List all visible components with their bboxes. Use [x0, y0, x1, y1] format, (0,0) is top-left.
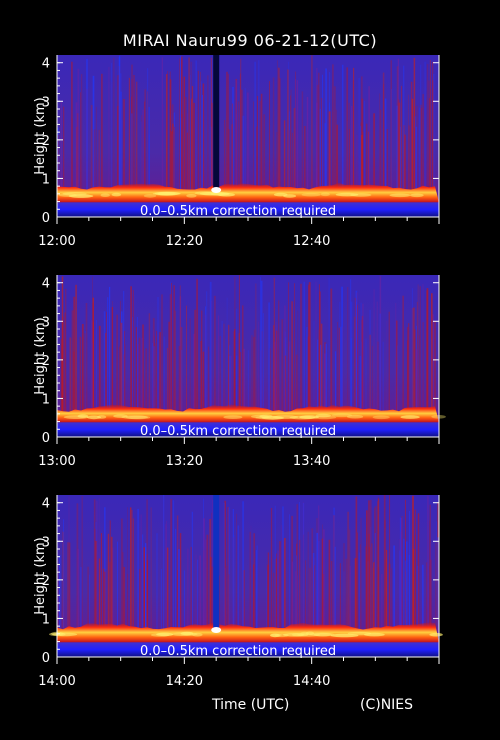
layer-highlight	[68, 194, 94, 198]
layer-highlight	[429, 632, 443, 637]
layer-highlight	[52, 632, 78, 637]
x-tick-label: 12:00	[38, 234, 75, 249]
y-tick-label: 2	[42, 574, 50, 589]
layer-highlight	[152, 191, 180, 196]
y-tick-label: 4	[42, 497, 50, 512]
x-tick-label: 14:40	[293, 674, 330, 689]
layer-highlight	[350, 193, 372, 197]
layer-highlight	[330, 633, 359, 638]
y-tick-label: 0	[42, 651, 50, 666]
x-tick-label: 12:20	[166, 234, 203, 249]
x-tick-label: 13:20	[166, 454, 203, 469]
layer-highlight	[87, 415, 101, 420]
data-gap-spot	[211, 627, 222, 633]
layer-highlight	[400, 415, 420, 419]
x-tick-label: 13:40	[293, 454, 330, 469]
x-tick-label: 14:00	[38, 674, 75, 689]
layer-highlight	[270, 633, 280, 638]
layer-highlight	[347, 414, 364, 419]
layer-highlight	[269, 633, 282, 637]
layer-highlight	[283, 633, 305, 637]
boundary-layer-band	[57, 622, 439, 643]
layer-highlight	[315, 413, 331, 418]
layer-highlight	[58, 193, 77, 197]
y-tick-label: 3	[42, 315, 50, 330]
layer-highlight	[143, 194, 157, 198]
y-tick-label: 4	[42, 57, 50, 72]
correction-annotation: 0.0–0.5km correction required	[140, 644, 336, 659]
layer-highlight	[156, 632, 174, 637]
layer-highlight	[63, 415, 89, 420]
layer-highlight	[180, 631, 194, 636]
layer-highlight	[410, 193, 424, 198]
chart-panel-1: 0 1 2 3 4 12:00 12:20 12:40 Height (km) 0.0–0.5km…	[33, 55, 440, 249]
boundary-layer-band	[57, 404, 439, 423]
layer-highlight	[301, 192, 321, 197]
layer-highlight	[100, 193, 110, 197]
data-gap-column	[213, 55, 220, 192]
x-tick-label: 14:20	[166, 674, 203, 689]
y-tick-label: 0	[42, 211, 50, 226]
layer-highlight	[261, 416, 285, 420]
y-tick-label: 3	[42, 535, 50, 550]
layer-highlight	[289, 415, 316, 420]
layer-highlight	[125, 415, 151, 420]
boundary-layer-band	[57, 182, 439, 203]
chart-panel-3: 0 1 2 3 4 14:00 14:20 14:40 Height (km) 0.0–0.5km…	[33, 495, 443, 689]
layer-highlight	[305, 631, 315, 636]
layer-highlight	[364, 632, 385, 637]
layer-highlights	[58, 191, 424, 198]
backscatter-streaks	[57, 495, 440, 630]
x-tick-label: 13:00	[38, 454, 75, 469]
layer-highlight	[192, 632, 203, 637]
y-tick-label: 1	[42, 612, 50, 627]
layer-highlight	[320, 192, 330, 197]
backscatter-streaks	[60, 275, 436, 412]
backscatter-streaks	[57, 55, 435, 190]
data-gap-spot	[211, 187, 222, 193]
correction-annotation: 0.0–0.5km correction required	[140, 424, 336, 439]
near-surface-band	[57, 642, 439, 657]
y-axis-label: Height (km)	[33, 537, 48, 614]
near-surface-band	[57, 422, 439, 437]
y-tick-label: 3	[42, 95, 50, 110]
layer-highlight	[157, 192, 176, 196]
layer-highlight	[186, 194, 197, 198]
page-title: MIRAI Nauru99 06-21-12(UTC)	[122, 31, 378, 50]
data-gap-column	[213, 495, 220, 632]
correction-annotation: 0.0–0.5km correction required	[140, 204, 336, 219]
y-tick-label: 0	[42, 431, 50, 446]
y-tick-label: 1	[42, 392, 50, 407]
layer-highlight	[111, 192, 122, 197]
y-tick-label: 1	[42, 172, 50, 187]
layer-highlight	[223, 415, 243, 420]
layer-highlight	[313, 632, 332, 637]
y-axis-label: Height (km)	[33, 317, 48, 394]
layer-highlight	[150, 633, 170, 637]
y-tick-label: 2	[42, 134, 50, 149]
layer-highlight	[331, 413, 353, 418]
layer-highlight	[217, 192, 235, 197]
near-surface-band	[57, 202, 439, 217]
layer-highlights	[63, 413, 446, 420]
y-tick-label: 2	[42, 354, 50, 369]
x-tick-label: 12:40	[293, 234, 330, 249]
layer-highlight	[121, 415, 149, 420]
chart-panel-2: 0 1 2 3 4 13:00 13:20 13:40 Height (km) 0.0–0.5km…	[33, 275, 446, 469]
layer-highlight	[113, 414, 128, 418]
layer-highlight	[372, 415, 390, 420]
layer-highlights	[49, 631, 443, 638]
credit-label: (C)NIES	[360, 697, 414, 713]
y-axis-label: Height (km)	[33, 97, 48, 174]
layer-highlight	[283, 194, 297, 198]
layer-highlight	[62, 192, 87, 196]
y-tick-label: 4	[42, 277, 50, 292]
layer-highlight	[389, 193, 411, 198]
x-axis-title: Time (UTC)	[212, 697, 290, 713]
